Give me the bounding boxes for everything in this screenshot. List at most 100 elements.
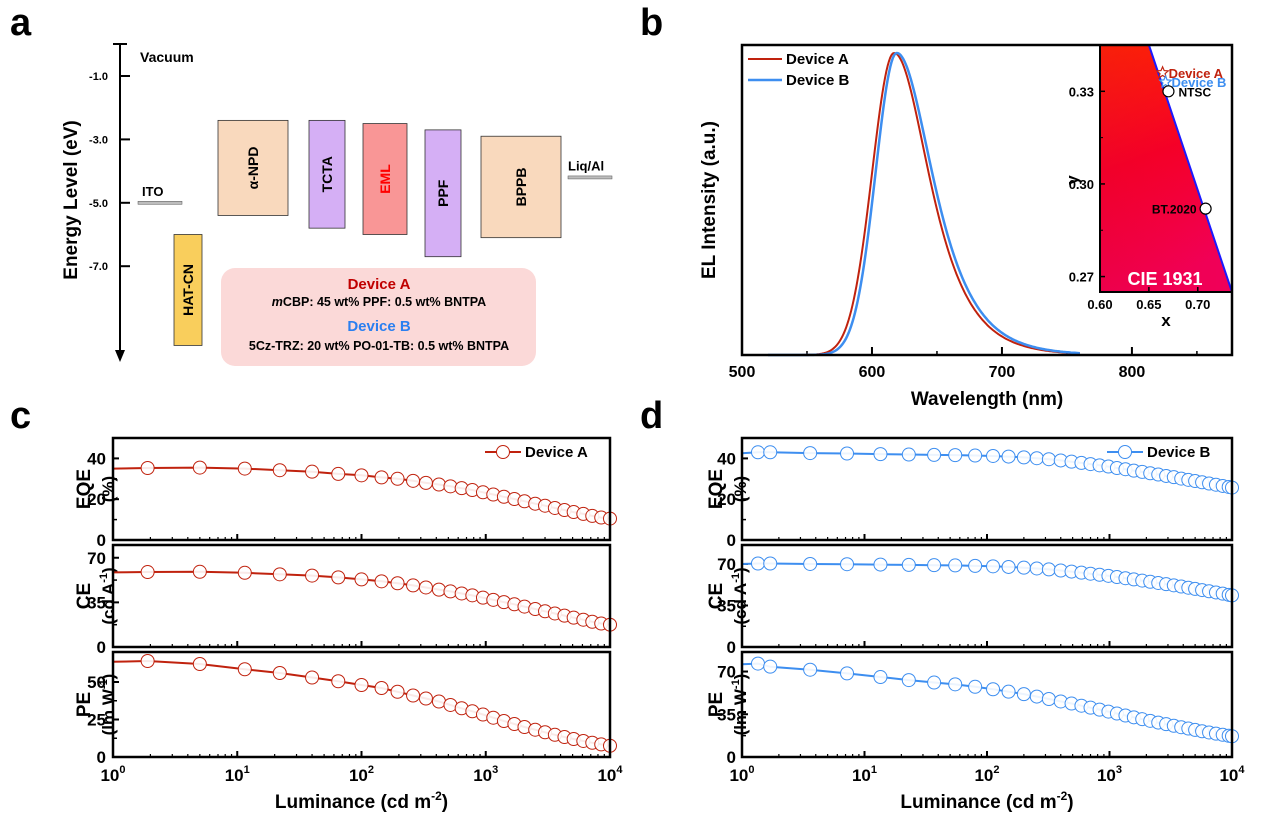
data-point — [1016, 450, 1031, 465]
data-point — [803, 662, 818, 677]
layer-label: BPPB — [513, 167, 529, 206]
device-b-title: Device B — [347, 318, 411, 335]
tick-exponent: 2 — [993, 764, 999, 776]
energy-tick-label: -3.0 — [89, 134, 108, 146]
y-tick-label: 70 — [717, 663, 736, 682]
layer-label: TCTA — [319, 156, 335, 192]
data-point — [968, 558, 983, 573]
panel-label-a: a — [10, 2, 32, 44]
y-tick-label: 20 — [87, 490, 106, 509]
unit-base: (lm W — [731, 688, 750, 735]
star-marker-icon — [1158, 74, 1173, 89]
data-point — [1001, 559, 1016, 574]
tick-exponent: 3 — [1116, 764, 1122, 776]
cie-inset: 0.60 0.65 0.70 0.27 0.30 0.33 x y CIE 1931 Device… — [1063, 44, 1233, 330]
data-point — [803, 556, 818, 571]
tick-base: 10 — [974, 766, 993, 785]
data-point — [750, 656, 765, 671]
cie-y-axis-label: y — [1063, 175, 1082, 185]
data-point — [927, 675, 942, 690]
tick-exponent: 1 — [244, 764, 250, 776]
subplot-y-label: CE — [74, 583, 95, 609]
label-base: Luminance (cd m — [275, 792, 431, 813]
unit-close: ) — [731, 567, 750, 573]
data-point — [986, 559, 1001, 574]
data-point — [901, 447, 916, 462]
data-point — [1029, 689, 1044, 704]
electrode-label: Liq/Al — [568, 158, 604, 173]
subplot-y-label: PE — [74, 692, 95, 717]
data-point — [901, 673, 916, 688]
data-point — [1041, 692, 1056, 707]
tick-exponent: 4 — [616, 764, 623, 776]
cie-point-label: NTSC — [1178, 85, 1211, 99]
x-tick-label: 101 — [852, 764, 877, 785]
cie-title: CIE 1931 — [1127, 269, 1202, 289]
cie-gamut-shade — [1100, 45, 1232, 292]
data-point — [390, 471, 405, 486]
data-point — [763, 556, 778, 571]
data-point — [140, 460, 155, 475]
subplot-pe: PE (lm W-1) 0 35 70 — [706, 650, 1239, 767]
x-tick-label: 104 — [597, 764, 623, 785]
data-point — [305, 568, 320, 583]
y-tick-label: 70 — [87, 549, 106, 568]
data-point — [901, 557, 916, 572]
label-superscript: -2 — [1057, 789, 1068, 803]
el-curve-device-a — [768, 51, 1080, 356]
tick-base: 10 — [597, 766, 616, 785]
layer-ppf — [424, 129, 462, 258]
data-point — [390, 684, 405, 699]
label-close: ) — [442, 792, 448, 813]
data-point — [374, 681, 389, 695]
el-plot-frame — [740, 43, 1234, 357]
label-superscript: -2 — [431, 789, 442, 803]
cie-y-tick-label: 0.27 — [1069, 270, 1094, 285]
layer-label: EML — [377, 164, 393, 194]
subplot-y-label: EQE — [706, 469, 727, 509]
panel-label-d: d — [640, 395, 663, 437]
data-point — [272, 463, 287, 478]
tick-exponent: 2 — [368, 764, 374, 776]
subplot-y-label: PE — [706, 692, 727, 717]
x-tick-label: 104 — [1219, 764, 1245, 785]
data-point — [1029, 561, 1044, 576]
tick-base: 10 — [1219, 766, 1238, 785]
layer-hat-cn — [173, 234, 203, 346]
data-point — [1041, 452, 1056, 467]
el-x-tick-label: 800 — [1119, 364, 1146, 381]
data-point — [406, 473, 421, 488]
legend-label-device-a: Device A — [786, 51, 849, 68]
el-x-tick-label: 600 — [859, 364, 886, 381]
energy-tick-label: -7.0 — [89, 261, 108, 273]
layer--npd — [217, 119, 289, 216]
data-point — [192, 564, 207, 579]
data-point — [418, 580, 433, 595]
data-point — [418, 475, 433, 490]
x-tick-label: 102 — [974, 764, 999, 785]
legend-label-device-b: Device B — [786, 72, 850, 89]
unit-superscript: -1 — [98, 573, 110, 583]
el-x-tick-label: 500 — [729, 364, 756, 381]
data-point — [750, 556, 765, 571]
subplot-y-unit: (cd A-1) — [730, 567, 750, 624]
y-tick-label: 35 — [717, 705, 736, 724]
layer-bppb — [480, 135, 562, 239]
subplot-frame — [740, 650, 1234, 759]
data-point — [1001, 684, 1016, 699]
data-point — [873, 557, 888, 572]
y-tick-label: 25 — [87, 711, 106, 730]
data-point — [331, 674, 346, 689]
tick-base: 10 — [852, 766, 871, 785]
cie-x-axis-label: x — [1161, 311, 1171, 330]
x-tick-label: 102 — [349, 764, 374, 785]
data-point — [1041, 562, 1056, 577]
data-point — [840, 446, 855, 461]
el-y-axis-label: EL Intensity (a.u.) — [699, 121, 720, 279]
